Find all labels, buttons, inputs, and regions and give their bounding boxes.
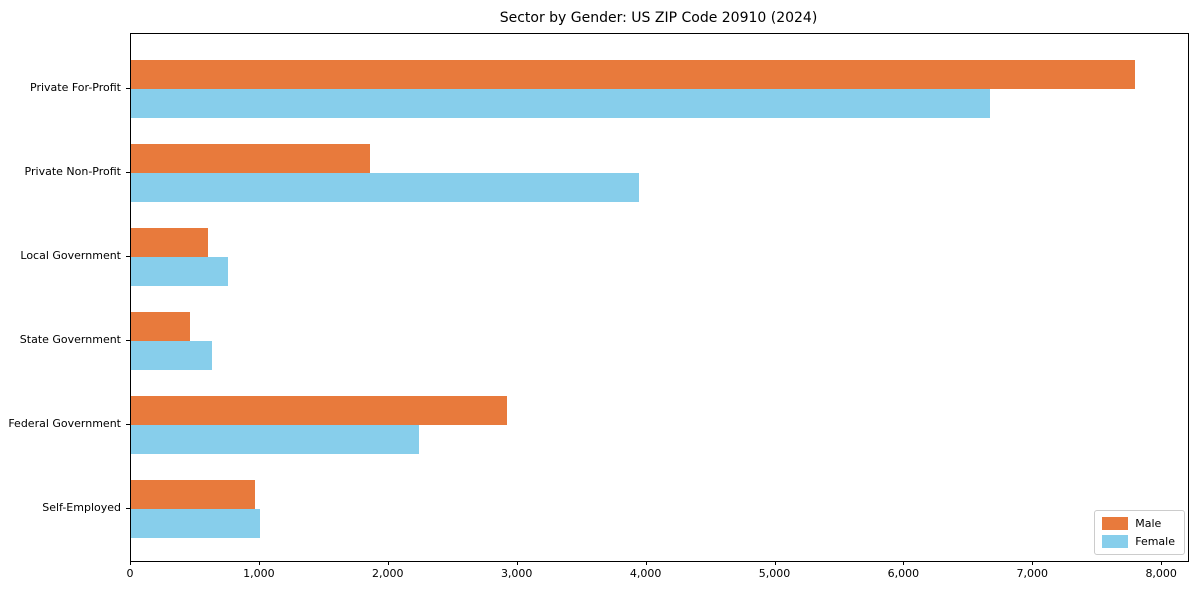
chart-title: Sector by Gender: US ZIP Code 20910 (202…: [499, 10, 818, 26]
x-tick-mark: [645, 561, 647, 565]
bar-female-4: [131, 341, 213, 370]
bar-male-2: [131, 144, 370, 173]
x-tick-label: 2,000: [372, 567, 404, 580]
y-tick-label: Self-Employed: [42, 501, 121, 514]
legend-item-female: Female: [1102, 535, 1175, 548]
legend-label: Male: [1135, 517, 1162, 530]
y-tick-label: Private Non-Profit: [24, 165, 121, 178]
bar-male-5: [131, 396, 508, 425]
plot-area: Male Female: [130, 33, 1189, 562]
x-tick-label: 7,000: [1016, 567, 1049, 580]
bar-female-6: [131, 509, 260, 538]
x-tick-mark: [774, 561, 776, 565]
x-tick-mark: [130, 561, 131, 565]
legend: Male Female: [1094, 510, 1185, 555]
x-tick-label: 0: [126, 567, 134, 580]
bar-female-1: [131, 89, 990, 118]
bar-female-5: [131, 425, 419, 454]
y-tick-mark: [126, 508, 130, 509]
x-tick-label: 4,000: [629, 567, 662, 580]
bar-male-3: [131, 228, 209, 257]
x-tick-mark: [903, 561, 905, 565]
bar-female-3: [131, 257, 228, 286]
y-tick-label: Federal Government: [8, 417, 121, 430]
y-tick-mark: [126, 340, 130, 341]
x-tick-mark: [258, 561, 260, 565]
x-tick-mark: [516, 561, 518, 565]
x-tick-label: 3,000: [500, 567, 533, 580]
y-tick-mark: [126, 172, 130, 173]
legend-item-male: Male: [1102, 517, 1175, 530]
y-tick-label: State Government: [19, 333, 121, 346]
x-tick-label: 6,000: [887, 567, 920, 580]
bar-male-6: [131, 480, 255, 509]
x-tick-label: 8,000: [1145, 567, 1177, 580]
x-tick-mark: [387, 561, 389, 565]
bar-male-4: [131, 312, 191, 341]
y-tick-mark: [126, 424, 130, 425]
bar-male-1: [131, 60, 1136, 89]
x-tick-mark: [1032, 561, 1034, 565]
y-tick-label: Private For-Profit: [30, 81, 121, 94]
y-tick-label: Local Government: [20, 249, 121, 262]
y-tick-mark: [126, 88, 130, 89]
x-tick-mark: [1161, 561, 1163, 565]
legend-label: Female: [1135, 535, 1175, 548]
x-tick-label: 5,000: [758, 567, 791, 580]
legend-swatch-female: [1102, 535, 1129, 548]
bar-female-2: [131, 173, 639, 202]
x-tick-label: 1,000: [243, 567, 275, 580]
legend-swatch-male: [1102, 517, 1129, 530]
y-tick-mark: [126, 256, 130, 257]
